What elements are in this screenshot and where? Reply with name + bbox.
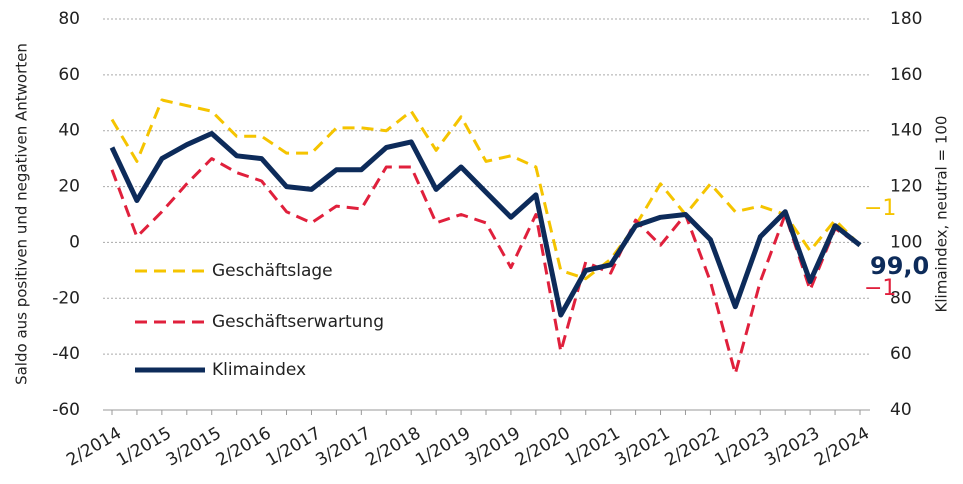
y-tick-label: -20 xyxy=(52,288,80,308)
y-tick-label: 0 xyxy=(69,232,80,252)
y-axis-label: Saldo aus positiven und negativen Antwor… xyxy=(13,43,31,385)
series-line xyxy=(109,131,862,318)
y2-tick-label: 100 xyxy=(890,232,922,252)
value-label: −1 xyxy=(864,276,896,301)
x-tick-label: 2/2016 xyxy=(213,423,275,470)
value-label: 99,0 xyxy=(870,252,929,280)
y2-tick-label: 120 xyxy=(890,177,922,197)
y-tick-label: -40 xyxy=(52,344,80,364)
x-tick-label: 2/2014 xyxy=(63,423,125,470)
x-tick-label: 1/2023 xyxy=(711,423,773,470)
y-tick-label: 40 xyxy=(58,121,80,141)
series-line xyxy=(110,98,862,281)
y-tick-label: 80 xyxy=(58,9,80,29)
y2-tick-label: 180 xyxy=(890,9,922,29)
y2-tick-label: 160 xyxy=(890,65,922,85)
x-tick-label: 1/2019 xyxy=(412,423,474,470)
x-tick-label: 1/2017 xyxy=(263,423,325,470)
y-tick-label: -60 xyxy=(52,400,80,420)
y2-tick-label: 140 xyxy=(890,121,922,141)
y-tick-label: 60 xyxy=(58,65,80,85)
x-tick-label: 2/2024 xyxy=(811,423,873,470)
legend-label: Geschäftserwartung xyxy=(212,312,384,332)
x-tick-label: 3/2019 xyxy=(462,423,524,470)
x-tick-label: 3/2017 xyxy=(313,423,375,470)
x-tick-label: 3/2015 xyxy=(163,423,225,470)
y2-tick-label: 80 xyxy=(890,288,912,308)
x-tick-label: 3/2023 xyxy=(761,423,823,470)
x-tick-label: 2/2020 xyxy=(512,423,574,470)
legend-label: Klimaindex xyxy=(212,360,306,380)
x-tick-label: 3/2021 xyxy=(612,423,674,470)
x-tick-label: 2/2022 xyxy=(662,423,724,470)
value-label: −1 xyxy=(864,196,896,221)
y-tick-label: 20 xyxy=(58,177,80,197)
legend-label: Geschäftslage xyxy=(212,261,333,281)
y2-tick-label: 60 xyxy=(890,344,912,364)
y2-tick-label: 40 xyxy=(890,400,912,420)
x-tick-label: 1/2021 xyxy=(562,423,624,470)
x-tick-label: 2/2018 xyxy=(362,423,424,470)
x-tick-label: 1/2015 xyxy=(113,423,175,470)
y2-axis-label: Klimaindex, neutral = 100 xyxy=(933,116,951,313)
